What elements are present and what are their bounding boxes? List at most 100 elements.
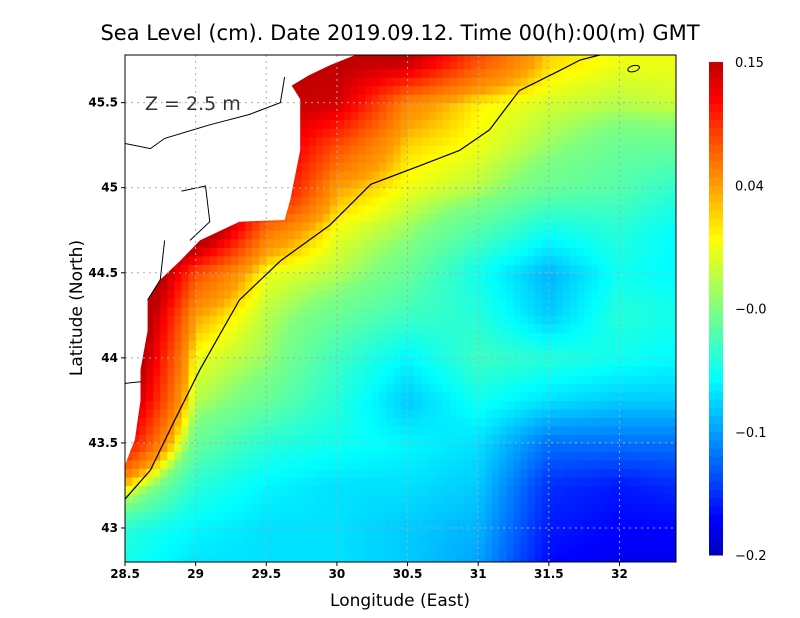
heatmap-cell [372,391,380,401]
heatmap-cell [400,408,409,418]
heatmap-cell [668,60,676,70]
heatmap-cell [478,383,486,393]
heatmap-cell [294,213,303,223]
heatmap-cell [308,136,317,146]
heatmap-cell [520,102,529,112]
heatmap-cell [612,476,621,486]
heatmap-cell [563,349,571,359]
heatmap-cell [513,179,522,189]
heatmap-cell [372,238,380,248]
heatmap-cell [577,136,585,146]
heatmap-cell [633,502,642,512]
heatmap-cell [336,476,345,486]
heatmap-cell [322,545,331,555]
heatmap-cell [563,162,571,172]
heatmap-cell [492,468,500,478]
heatmap-cell [365,357,373,367]
heatmap-cell [520,425,529,435]
heatmap-cell [372,502,380,512]
heatmap-cell [125,553,133,562]
heatmap-cell [153,306,161,316]
heatmap-cell [647,519,656,529]
heatmap-cell [287,332,296,342]
heatmap-cell [654,519,663,529]
heatmap-cell [336,451,345,461]
heatmap-cell [548,196,557,206]
heatmap-cell [421,281,430,291]
heatmap-cell [605,511,614,521]
heatmap-cell [534,94,543,104]
heatmap-cell [612,306,621,316]
heatmap-cell [591,145,599,155]
heatmap-cell [555,459,564,469]
heatmap-cell [273,528,281,538]
heatmap-cell [520,119,529,129]
heatmap-cell [449,238,458,248]
heatmap-cell [386,374,395,384]
heatmap-cell [647,434,656,444]
heatmap-cell [428,298,437,308]
heatmap-cell [294,289,303,299]
heatmap-cell [640,536,649,546]
heatmap-cell [449,357,458,367]
heatmap-cell [336,247,345,257]
heatmap-cell [351,187,359,197]
heatmap-cell [633,374,642,384]
heatmap-cell [301,476,310,486]
heatmap-cell [273,272,281,282]
heatmap-cell [344,417,352,427]
heatmap-cell [471,238,479,248]
heatmap-cell [478,264,486,274]
heatmap-cell [457,476,465,486]
heatmap-cell [520,55,529,61]
heatmap-cell [471,366,479,376]
colorbar-swatch [709,538,723,548]
heatmap-cell [506,408,515,418]
heatmap-cell [209,238,218,248]
heatmap-cell [464,553,472,562]
heatmap-cell [577,281,585,291]
heatmap-cell [534,451,543,461]
heatmap-cell [336,196,345,206]
heatmap-cell [640,111,649,121]
heatmap-cell [400,255,409,265]
heatmap-cell [329,289,338,299]
heatmap-cell [407,196,416,206]
heatmap-cell [379,553,387,562]
heatmap-cell [202,408,211,418]
heatmap-cell [612,519,621,529]
heatmap-cell [598,145,606,155]
heatmap-cell [442,417,451,427]
heatmap-cell [231,400,239,410]
heatmap-cell [315,332,324,342]
heatmap-cell [563,400,571,410]
heatmap-cell [216,289,225,299]
heatmap-cell [577,255,585,265]
heatmap-cell [308,102,317,112]
heatmap-cell [280,485,289,495]
heatmap-cell [591,128,599,138]
heatmap-cell [174,272,183,282]
heatmap-cell [605,468,614,478]
heatmap-cell [654,366,663,376]
heatmap-cell [365,340,373,350]
heatmap-cell [421,179,430,189]
heatmap-cell [598,502,606,512]
heatmap-cell [640,400,649,410]
heatmap-cell [421,230,430,240]
heatmap-cell [435,281,444,291]
heatmap-cell [223,485,232,495]
heatmap-cell [647,213,656,223]
heatmap-cell [393,349,402,359]
heatmap-cell [223,272,232,282]
colorbar-swatch [709,398,723,408]
heatmap-cell [619,111,628,121]
heatmap-cell [464,281,472,291]
heatmap-cell [421,476,430,486]
heatmap-cell [160,485,168,495]
heatmap-cell [167,340,176,350]
heatmap-cell [619,55,628,61]
heatmap-cell [386,408,395,418]
heatmap-cell [308,408,317,418]
heatmap-cell [661,60,670,70]
